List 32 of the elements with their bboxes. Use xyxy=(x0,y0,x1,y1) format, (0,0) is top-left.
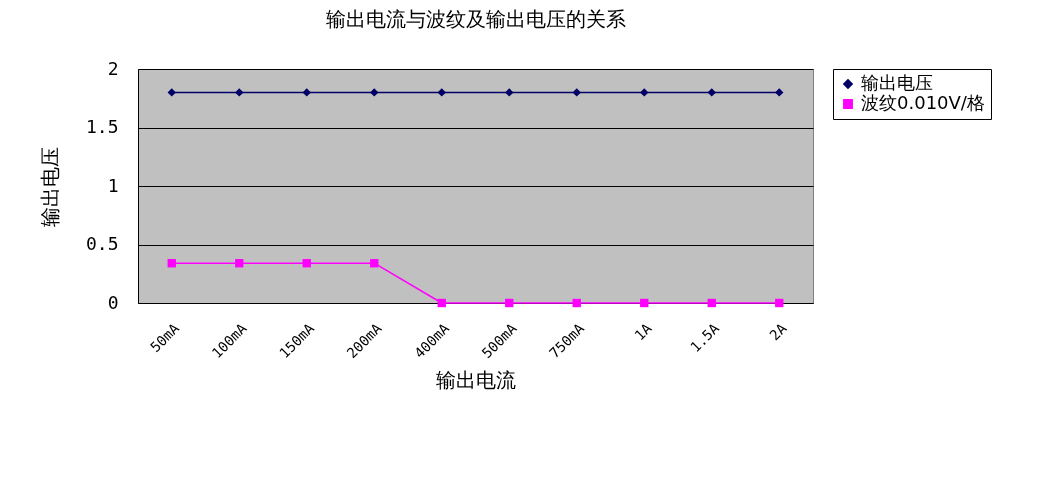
x-tick-label: 2A xyxy=(766,319,791,344)
point xyxy=(707,88,716,97)
y-tick-label: 1 xyxy=(107,174,119,196)
point xyxy=(505,88,514,97)
point xyxy=(370,88,379,97)
point xyxy=(775,298,784,308)
point xyxy=(572,88,581,97)
point xyxy=(167,88,176,97)
point xyxy=(775,88,784,97)
point xyxy=(572,298,581,308)
x-axis-title: 输出电流 xyxy=(436,368,516,393)
point xyxy=(707,298,716,308)
y-axis-title: 输出电压 xyxy=(37,146,62,227)
point xyxy=(505,298,514,308)
point xyxy=(640,88,649,97)
x-tick-label: 1A xyxy=(631,319,656,344)
y-tick-label: 1.5 xyxy=(85,116,119,137)
chart-title: 输出电流与波纹及输出电压的关系 xyxy=(325,7,626,31)
point xyxy=(235,259,244,268)
point xyxy=(302,259,311,268)
point xyxy=(437,298,446,308)
point xyxy=(437,88,446,97)
legend-label: 输出电压 xyxy=(861,72,933,93)
y-tick-label: 0.5 xyxy=(85,233,119,254)
y-tick-label: 0 xyxy=(107,291,119,313)
y-tick-label: 2 xyxy=(107,57,119,79)
point xyxy=(640,298,649,308)
point xyxy=(370,259,379,268)
point xyxy=(167,259,176,268)
point xyxy=(235,88,244,97)
point xyxy=(302,88,311,97)
legend-label: 波纹0.010V/格 xyxy=(861,92,985,113)
